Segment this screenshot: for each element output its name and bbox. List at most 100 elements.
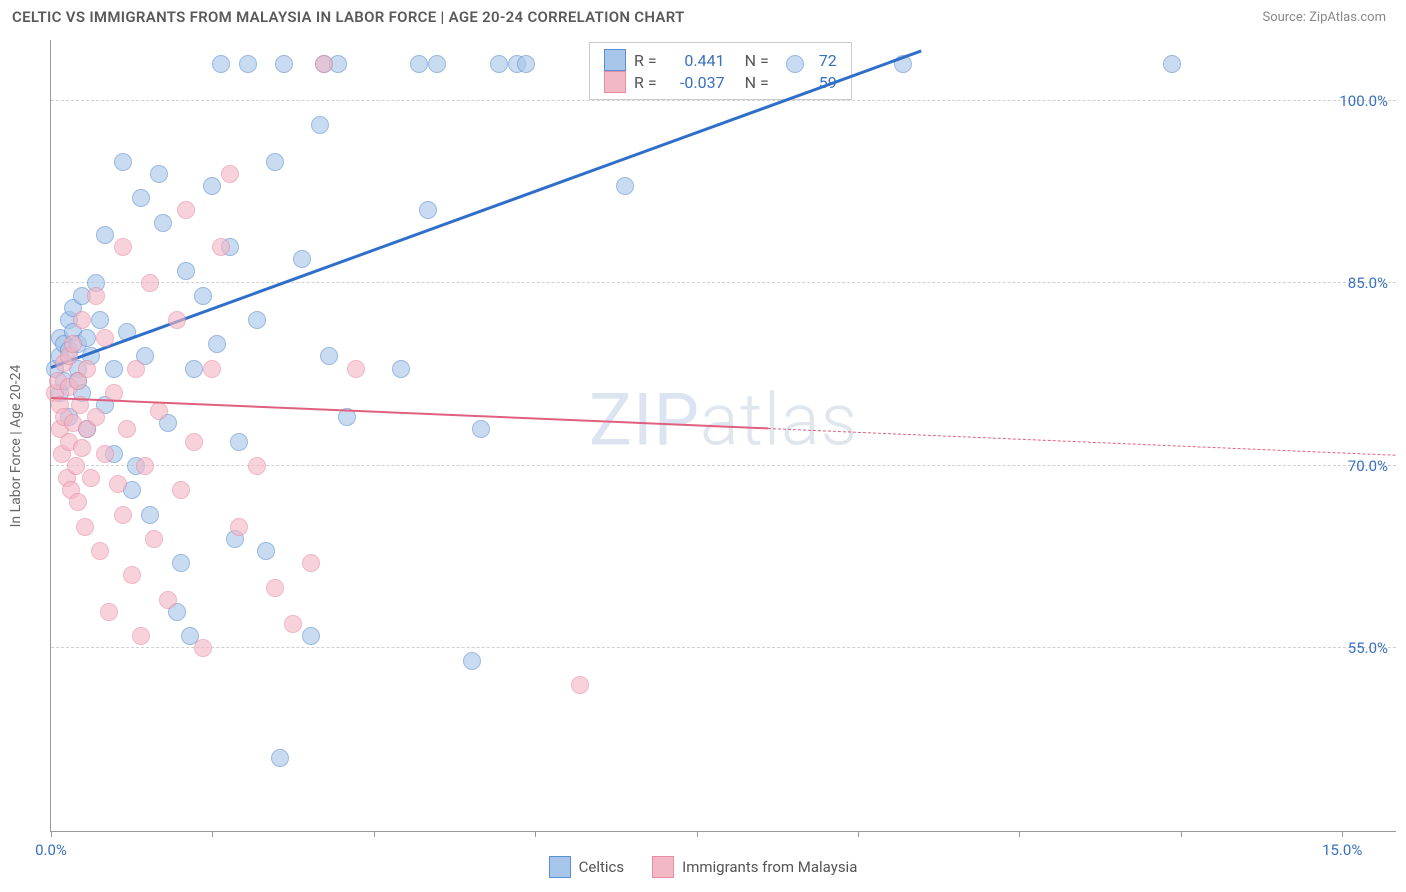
data-point: [311, 116, 329, 134]
x-tick: [697, 831, 698, 837]
data-point: [78, 360, 96, 378]
data-point: [347, 360, 365, 378]
data-point: [132, 189, 150, 207]
data-point: [786, 55, 804, 73]
data-point: [463, 652, 481, 670]
y-tick-label: 100.0%: [1339, 92, 1388, 110]
data-point: [293, 250, 311, 268]
data-point: [410, 55, 428, 73]
data-point: [96, 329, 114, 347]
data-point: [302, 627, 320, 645]
data-point: [392, 360, 410, 378]
data-point: [114, 506, 132, 524]
y-axis-label: In Labor Force | Age 20-24: [8, 365, 24, 528]
data-point: [150, 402, 168, 420]
watermark: ZIPatlas: [589, 377, 858, 462]
data-point: [168, 311, 186, 329]
data-point: [118, 420, 136, 438]
data-point: [109, 475, 127, 493]
legend-swatch-malaysia: [604, 71, 626, 93]
data-point: [87, 408, 105, 426]
data-point: [67, 457, 85, 475]
data-point: [208, 335, 226, 353]
data-point: [212, 238, 230, 256]
data-point: [69, 493, 87, 511]
data-point: [490, 55, 508, 73]
x-tick: [1342, 831, 1343, 837]
data-point: [419, 201, 437, 219]
data-point: [141, 506, 159, 524]
data-point: [154, 214, 172, 232]
data-point: [320, 347, 338, 365]
data-point: [230, 433, 248, 451]
data-point: [616, 177, 634, 195]
data-point: [266, 153, 284, 171]
data-point: [203, 360, 221, 378]
x-tick: [1181, 831, 1182, 837]
data-point: [275, 55, 293, 73]
data-point: [239, 55, 257, 73]
data-point: [91, 542, 109, 560]
data-point: [87, 287, 105, 305]
data-point: [177, 262, 195, 280]
x-tick: [858, 831, 859, 837]
data-point: [150, 165, 168, 183]
data-point: [114, 153, 132, 171]
data-point: [145, 530, 163, 548]
y-tick-label: 55.0%: [1348, 639, 1388, 657]
data-point: [315, 55, 333, 73]
data-point: [100, 603, 118, 621]
data-point: [136, 457, 154, 475]
data-point: [185, 360, 203, 378]
data-point: [185, 433, 203, 451]
data-point: [271, 749, 289, 767]
data-point: [172, 481, 190, 499]
data-point: [64, 335, 82, 353]
data-point: [517, 55, 535, 73]
data-point: [177, 201, 195, 219]
x-tick: [1019, 831, 1020, 837]
data-point: [82, 469, 100, 487]
legend-swatch-icon: [652, 856, 674, 878]
data-point: [132, 627, 150, 645]
data-point: [428, 55, 446, 73]
data-point: [123, 566, 141, 584]
scatter-chart: ZIPatlas R = 0.441 N = 72 R = -0.037 N =…: [50, 40, 1396, 832]
x-tick: [535, 831, 536, 837]
data-point: [105, 360, 123, 378]
data-point: [266, 579, 284, 597]
data-point: [302, 554, 320, 572]
data-point: [91, 311, 109, 329]
trend-line: [768, 428, 1396, 456]
gridline: [51, 647, 1396, 648]
legend-item-celtics: Celtics: [549, 856, 625, 878]
data-point: [221, 165, 239, 183]
data-point: [230, 518, 248, 536]
data-point: [472, 420, 490, 438]
x-tick: [51, 831, 52, 837]
y-tick-label: 70.0%: [1348, 457, 1388, 475]
gridline: [51, 100, 1396, 101]
series-legend: Celtics Immigrants from Malaysia: [0, 856, 1406, 878]
data-point: [141, 274, 159, 292]
data-point: [73, 439, 91, 457]
data-point: [96, 226, 114, 244]
source-attribution: Source: ZipAtlas.com: [1262, 10, 1386, 25]
data-point: [194, 287, 212, 305]
data-point: [203, 177, 221, 195]
chart-title: CELTIC VS IMMIGRANTS FROM MALAYSIA IN LA…: [12, 8, 685, 26]
data-point: [114, 238, 132, 256]
data-point: [212, 55, 230, 73]
data-point: [73, 311, 91, 329]
data-point: [172, 554, 190, 572]
gridline: [51, 282, 1396, 283]
data-point: [96, 445, 114, 463]
legend-swatch-celtics: [604, 49, 626, 71]
data-point: [284, 615, 302, 633]
chart-header: CELTIC VS IMMIGRANTS FROM MALAYSIA IN LA…: [0, 0, 1406, 30]
y-tick-label: 85.0%: [1348, 274, 1388, 292]
legend-swatch-icon: [549, 856, 571, 878]
legend-item-malaysia: Immigrants from Malaysia: [652, 856, 857, 878]
data-point: [1163, 55, 1181, 73]
x-tick: [374, 831, 375, 837]
